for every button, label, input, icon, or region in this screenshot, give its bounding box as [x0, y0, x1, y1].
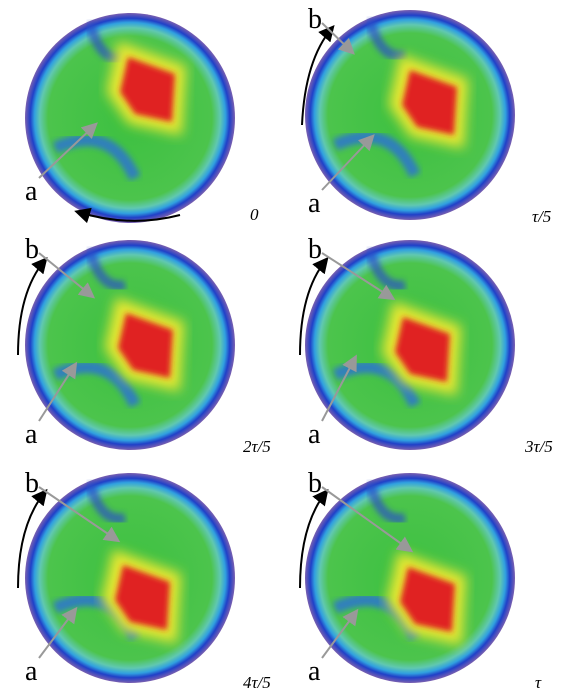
core-red [118, 313, 173, 378]
core-red [395, 317, 450, 382]
time-label: τ [535, 673, 542, 692]
panel: 4τ/5 a b [17, 468, 271, 692]
time-label: 3τ/5 [524, 437, 553, 456]
rotation-arrow [299, 488, 329, 589]
panel: 2τ/5 a b [17, 234, 271, 456]
pointer-arrow [38, 252, 96, 299]
pointer-arrow [321, 354, 357, 422]
streak [332, 131, 421, 178]
streak [85, 481, 126, 524]
time-label: 2τ/5 [243, 437, 271, 456]
pointer-arrow [321, 252, 396, 301]
streak [365, 481, 406, 524]
pointer-arrow [321, 134, 375, 191]
rotation-arrow [17, 488, 48, 589]
feature-label: b [308, 468, 322, 499]
panel: 0a [25, 13, 259, 224]
pointer-arrow [321, 486, 414, 553]
pointer-arrow [38, 122, 98, 179]
pointer-arrow [38, 361, 78, 422]
rotation-arrow [301, 24, 335, 126]
time-label: 4τ/5 [243, 673, 271, 692]
streak [365, 248, 406, 291]
feature-label: b [25, 234, 39, 265]
feature-label: a [25, 656, 38, 687]
feature-label: a [25, 176, 38, 207]
feature-label: a [308, 419, 321, 450]
core-red [402, 70, 457, 135]
core-red [115, 565, 170, 630]
feature-label: a [308, 188, 321, 219]
rotation-arrow [299, 256, 329, 356]
pointer-arrow [38, 606, 78, 659]
pointer-arrow [321, 608, 359, 659]
panel: τ/5 a b [301, 4, 551, 226]
rotation-arrow [74, 207, 181, 224]
panel: 3τ/5 a b [299, 234, 553, 456]
core-red [400, 567, 455, 632]
time-label: 0 [250, 205, 259, 224]
streak [52, 134, 141, 181]
feature-label: b [308, 234, 322, 265]
pointer-arrow [321, 22, 355, 55]
core-red [120, 57, 175, 122]
panel: τ a b [299, 468, 542, 692]
feature-label: a [25, 419, 38, 450]
feature-label: b [308, 4, 322, 35]
feature-label: b [25, 468, 39, 499]
time-label: τ/5 [532, 207, 551, 226]
pointer-arrow [38, 486, 121, 543]
rotation-arrow [17, 256, 48, 356]
feature-label: a [308, 656, 321, 687]
streak [85, 248, 126, 291]
